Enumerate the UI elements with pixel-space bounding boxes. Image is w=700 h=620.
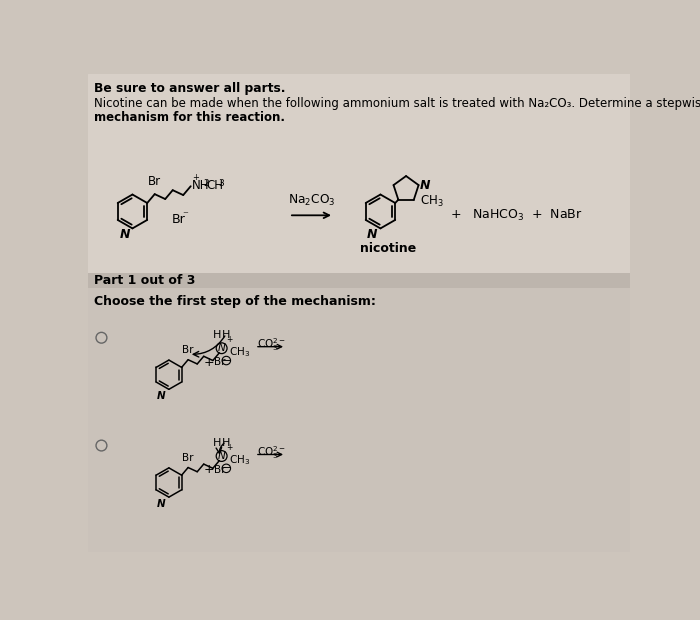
Text: N: N bbox=[367, 228, 377, 241]
Text: mechanism for this reaction.: mechanism for this reaction. bbox=[94, 112, 285, 125]
Text: H: H bbox=[222, 330, 230, 340]
Text: Br: Br bbox=[214, 357, 225, 367]
Text: Nicotine can be made when the following ammonium salt is treated with Na₂CO₃. De: Nicotine can be made when the following … bbox=[94, 97, 700, 110]
Text: Br: Br bbox=[183, 345, 194, 355]
Text: 3: 3 bbox=[218, 179, 223, 188]
Text: Br: Br bbox=[172, 213, 186, 226]
Bar bbox=[88, 275, 630, 552]
Text: CH: CH bbox=[206, 179, 223, 192]
Text: Choose the first step of the mechanism:: Choose the first step of the mechanism: bbox=[94, 295, 376, 308]
Text: Br: Br bbox=[214, 465, 225, 475]
Text: −: − bbox=[222, 463, 231, 473]
Text: Br: Br bbox=[148, 175, 161, 188]
Text: +: + bbox=[227, 443, 233, 452]
Text: N: N bbox=[218, 343, 225, 353]
Text: CO$_3^{2-}$: CO$_3^{2-}$ bbox=[256, 336, 286, 353]
Text: Part 1 out of 3: Part 1 out of 3 bbox=[94, 274, 195, 287]
Text: ⁻: ⁻ bbox=[182, 210, 188, 220]
Text: N: N bbox=[419, 179, 430, 192]
Text: CO$_3^{2-}$: CO$_3^{2-}$ bbox=[256, 444, 286, 461]
Text: N: N bbox=[157, 391, 165, 401]
Text: +: + bbox=[227, 335, 233, 344]
Text: Na$_2$CO$_3$: Na$_2$CO$_3$ bbox=[288, 193, 335, 208]
Text: N: N bbox=[157, 498, 165, 508]
Text: N: N bbox=[218, 451, 225, 461]
Text: CH$_3$: CH$_3$ bbox=[420, 194, 444, 210]
Bar bbox=[88, 74, 630, 275]
Text: 2: 2 bbox=[203, 179, 209, 188]
Text: H: H bbox=[222, 438, 230, 448]
Text: Br: Br bbox=[183, 453, 194, 463]
Text: +: + bbox=[204, 463, 215, 476]
Text: +: + bbox=[193, 172, 199, 182]
Text: N: N bbox=[120, 228, 131, 241]
Text: H: H bbox=[213, 438, 221, 448]
Bar bbox=[88, 273, 630, 288]
Text: CH$_3$: CH$_3$ bbox=[230, 345, 251, 359]
Text: −: − bbox=[222, 355, 231, 366]
Text: H: H bbox=[213, 330, 221, 340]
Text: CH$_3$: CH$_3$ bbox=[230, 453, 251, 467]
Text: +: + bbox=[204, 356, 215, 368]
Text: NH: NH bbox=[192, 179, 209, 192]
Text: +   NaHCO$_3$  +  NaBr: + NaHCO$_3$ + NaBr bbox=[450, 208, 583, 223]
Text: nicotine: nicotine bbox=[360, 242, 416, 255]
Text: Be sure to answer all parts.: Be sure to answer all parts. bbox=[94, 82, 285, 95]
